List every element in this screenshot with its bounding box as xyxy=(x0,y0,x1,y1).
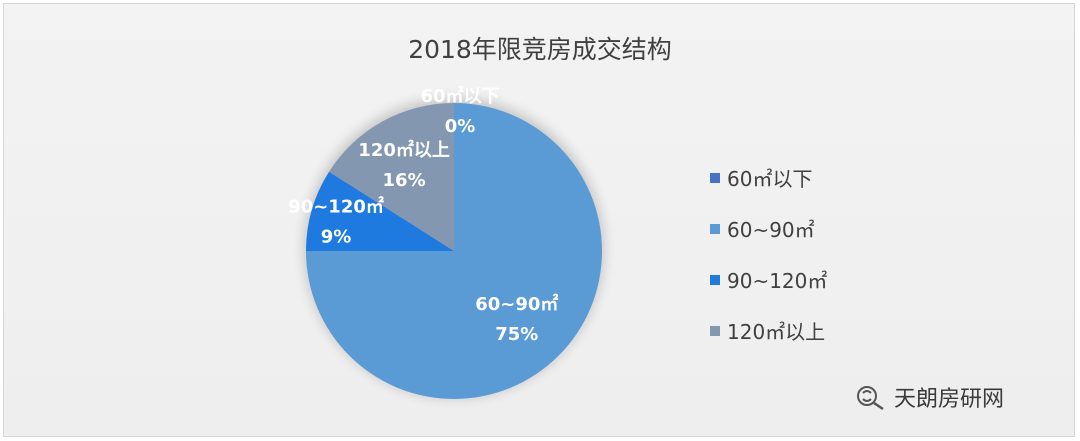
pie-slice xyxy=(329,103,454,251)
wechat-search-icon xyxy=(857,386,884,411)
legend-item: 60~90㎡ xyxy=(710,203,880,254)
legend-item: 90~120㎡ xyxy=(710,254,880,305)
slice-category-label: 60~90㎡ xyxy=(475,293,558,315)
legend-swatch xyxy=(710,325,720,336)
slice-percent-label: 0% xyxy=(445,116,476,137)
legend: 60㎡以下 60~90㎡ 90~120㎡ 120㎡以上 xyxy=(710,152,880,356)
watermark-text: 天朗房研网 xyxy=(894,387,1005,412)
legend-label: 90~120㎡ xyxy=(727,269,828,293)
pie-slice xyxy=(306,171,454,251)
legend-swatch xyxy=(710,274,720,285)
watermark: 天朗房研网 xyxy=(854,382,1004,412)
slice-category-label: 120㎡以上 xyxy=(358,139,450,161)
legend-label: 60~90㎡ xyxy=(727,218,815,242)
legend-item: 120㎡以上 xyxy=(710,305,880,356)
legend-swatch xyxy=(710,223,720,234)
chart-area: 2018年限竞房成交结构 60㎡以下 0% 60~90㎡ 75% 90~120㎡ 9% 12… xyxy=(3,3,1075,437)
slice-category-label: 60㎡以下 xyxy=(420,85,499,107)
legend-item: 60㎡以下 xyxy=(710,152,880,203)
slice-percent-label: 16% xyxy=(383,170,426,191)
legend-label: 120㎡以上 xyxy=(727,320,826,344)
legend-label: 60㎡以下 xyxy=(727,167,813,191)
chart-title: 2018年限竞房成交结构 xyxy=(408,35,672,64)
legend-swatch xyxy=(710,172,720,183)
slice-percent-label: 9% xyxy=(321,227,352,248)
slice-category-label: 90~120㎡ xyxy=(288,196,384,218)
pie-chart: 60㎡以下 0% 60~90㎡ 75% 90~120㎡ 9% 120㎡以上 16% xyxy=(288,85,604,399)
slice-percent-label: 75% xyxy=(495,324,538,345)
